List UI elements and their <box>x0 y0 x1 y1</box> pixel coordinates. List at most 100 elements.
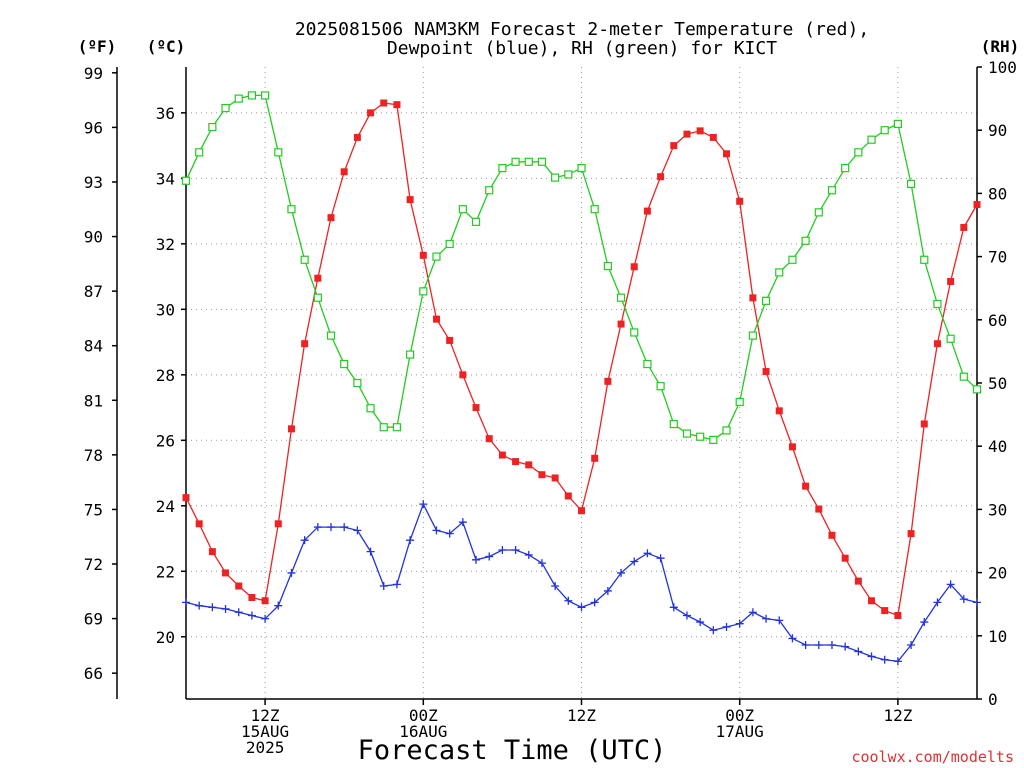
dewpoint-point <box>353 526 362 535</box>
celsius-tick-label: 34 <box>156 169 175 188</box>
dewpoint-point <box>472 555 481 564</box>
rh-point <box>195 148 204 157</box>
rh-point <box>748 331 757 340</box>
rh-tick-label: 0 <box>988 690 998 709</box>
rh-point <box>709 435 718 444</box>
temperature-point <box>960 223 968 231</box>
temperature-point <box>973 201 981 209</box>
fahrenheit-tick-label: 84 <box>84 337 103 356</box>
temperature-point <box>512 458 520 466</box>
rh-point <box>498 164 507 173</box>
rh-point <box>630 328 639 337</box>
rh-point <box>867 135 876 144</box>
rh-series <box>181 91 982 444</box>
fahrenheit-tick-label: 87 <box>84 282 103 301</box>
temperature-point <box>393 101 401 109</box>
fahrenheit-tick-label: 99 <box>84 64 103 83</box>
dewpoint-point <box>458 518 467 527</box>
dewpoint-point <box>867 652 876 661</box>
temperature-point <box>709 133 717 141</box>
temperature-point <box>551 474 559 482</box>
celsius-tick-label: 28 <box>156 366 175 385</box>
rh-tick-label: 80 <box>988 184 1007 203</box>
celsius-tick-label: 20 <box>156 628 175 647</box>
dewpoint-point <box>603 586 612 595</box>
rh-tick-label: 40 <box>988 437 1007 456</box>
celsius-tick-label: 32 <box>156 235 175 254</box>
dewpoint-point <box>656 554 665 563</box>
dewpoint-point <box>234 608 243 617</box>
dewpoint-point <box>735 619 744 628</box>
dewpoint-series <box>182 500 981 666</box>
rh-point <box>326 331 336 340</box>
fahrenheit-axis: 66 69 72 75 78 81 84 87 90 93 96 99 <box>84 64 117 683</box>
temperature-point <box>301 340 309 348</box>
rh-tick-label: 30 <box>988 500 1007 519</box>
dewpoint-point <box>327 523 336 532</box>
rh-point <box>551 173 560 182</box>
celsius-tick-label: 22 <box>156 562 175 581</box>
dewpoint-point <box>261 614 270 623</box>
temperature-point <box>815 505 823 513</box>
fahrenheit-tick-label: 90 <box>84 228 103 247</box>
temperature-point <box>498 451 506 459</box>
rh-point <box>366 404 375 413</box>
temperature-point <box>459 371 467 379</box>
rh-point <box>287 205 296 214</box>
temperature-point <box>406 196 414 204</box>
rh-point <box>722 426 731 435</box>
fahrenheit-tick-label: 96 <box>84 118 103 137</box>
temperature-point <box>578 507 585 515</box>
temperature-point <box>235 582 243 590</box>
rh-tick-label: 100 <box>988 58 1017 77</box>
temperature-point <box>749 294 757 302</box>
rh-point <box>906 179 916 189</box>
rh-point <box>933 299 942 309</box>
rh-point <box>669 419 678 429</box>
temperature-point <box>828 531 836 539</box>
time-tick-label: 15AUG <box>241 722 289 741</box>
temperature-point <box>762 368 770 376</box>
rh-point <box>274 148 283 157</box>
dewpoint-point <box>379 582 388 591</box>
rh-unit-label: (RH) <box>981 37 1020 56</box>
rh-point <box>801 236 810 245</box>
dewpoint-point <box>247 611 256 620</box>
dewpoint-point <box>498 546 507 555</box>
rh-point <box>880 126 889 135</box>
temperature-point <box>854 577 862 585</box>
time-tick-label: 00Z <box>725 706 754 725</box>
rh-point <box>340 359 349 369</box>
temperature-point <box>472 404 480 412</box>
rh-point <box>682 429 692 438</box>
time-tick-label: 12Z <box>883 706 912 725</box>
temperature-point <box>248 593 256 601</box>
temperature-point <box>657 173 665 181</box>
fahrenheit-tick-label: 93 <box>84 173 103 192</box>
temperature-point <box>274 520 282 528</box>
fahrenheit-tick-label: 78 <box>84 446 103 465</box>
rh-point <box>313 293 322 302</box>
dewpoint-point <box>880 655 889 664</box>
dewpoint-point <box>182 598 190 607</box>
time-tick-label: 12Z <box>251 706 280 725</box>
rh-point <box>537 157 547 166</box>
temperature-point <box>432 315 440 323</box>
dewpoint-point <box>827 640 836 649</box>
rh-point <box>406 350 415 359</box>
dewpoint-point <box>617 568 626 577</box>
rh-point <box>247 91 257 100</box>
dewpoint-point <box>432 526 441 535</box>
rh-point <box>814 208 823 217</box>
temperature-point <box>485 435 493 443</box>
temperature-point <box>630 263 638 271</box>
fahrenheit-tick-label: 75 <box>84 500 103 519</box>
rh-tick-label: 70 <box>988 248 1007 267</box>
time-tick-label: 00Z <box>409 706 438 725</box>
temperature-point <box>683 130 691 138</box>
temperature-point <box>538 471 546 479</box>
rh-point <box>300 255 309 264</box>
dewpoint-point <box>577 603 586 612</box>
rh-point <box>616 293 626 302</box>
rh-point <box>788 255 797 264</box>
